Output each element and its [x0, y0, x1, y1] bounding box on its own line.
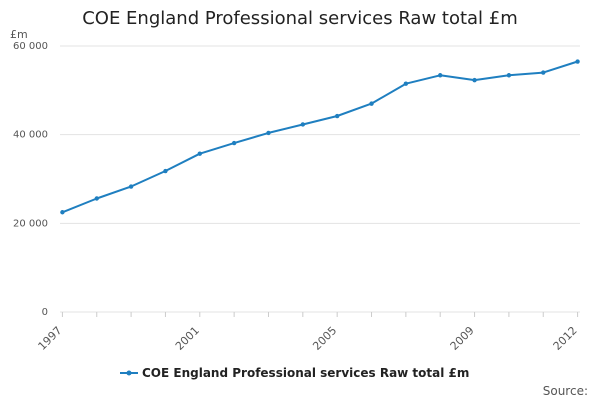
y-tick-label: 0 [42, 307, 48, 318]
y-axis: 0 20 000 40 000 60 000 [13, 41, 48, 318]
data-point [575, 59, 580, 64]
legend: COE England Professional services Raw to… [120, 366, 469, 380]
x-tick-label: 2009 [448, 324, 477, 353]
data-point [94, 196, 99, 201]
y-unit-label: £m [10, 28, 28, 41]
x-tick-label: 2012 [551, 324, 580, 353]
x-tick-label: 1997 [36, 324, 65, 353]
x-tick-label: 2005 [310, 324, 339, 353]
plot-area [60, 59, 580, 215]
data-point [60, 210, 65, 215]
y-tick-label: 40 000 [13, 130, 48, 141]
data-point [334, 113, 340, 119]
data-point [541, 70, 546, 75]
data-point [266, 130, 271, 136]
data-point [438, 73, 443, 78]
series-line [62, 60, 578, 214]
legend-label: COE England Professional services Raw to… [142, 366, 469, 380]
y-tick-label: 20 000 [13, 218, 48, 229]
y-tick-label: 60 000 [13, 41, 48, 52]
data-point [506, 73, 512, 78]
data-point [128, 184, 134, 189]
x-axis: 1997 2001 2005 2009 2012 [36, 312, 580, 353]
legend-marker [126, 370, 132, 376]
data-point [231, 140, 237, 146]
data-point [300, 122, 306, 127]
data-point [472, 77, 477, 83]
data-point [369, 101, 374, 106]
data-point [403, 81, 409, 86]
source-label: Source: [543, 384, 588, 398]
data-point [163, 168, 168, 174]
data-point [197, 151, 202, 156]
chart-title: COE England Professional services Raw to… [82, 8, 518, 29]
x-tick-label: 2001 [173, 324, 202, 353]
gridlines [60, 45, 580, 313]
